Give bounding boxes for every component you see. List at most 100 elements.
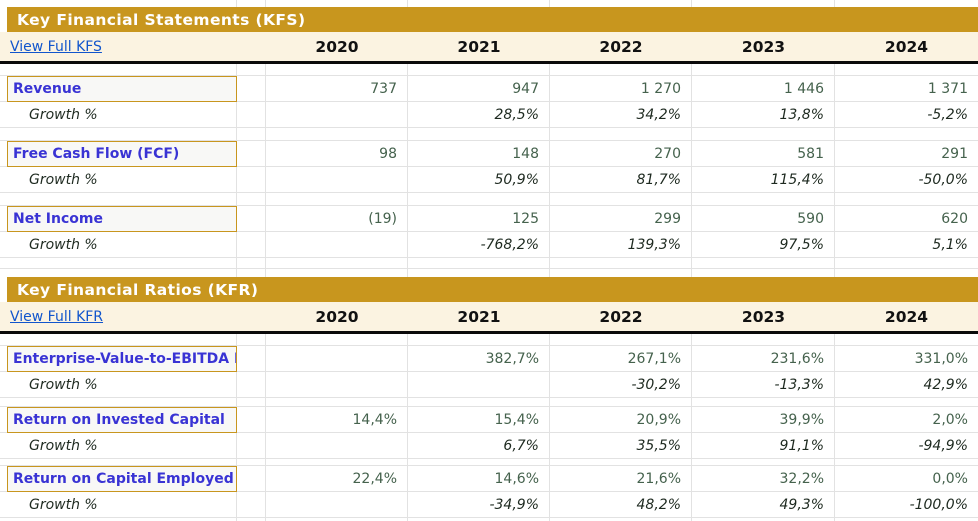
growth-value-cell[interactable]: [266, 372, 408, 398]
value-cell[interactable]: 231,6%: [692, 346, 835, 372]
growth-value-cell[interactable]: -13,3%: [692, 372, 835, 398]
growth-value-cell[interactable]: 42,9%: [835, 372, 978, 398]
spacer-cell: [237, 492, 266, 518]
metric-row-roce: Return on Capital Employed 22,4% 14,6% 2…: [0, 466, 978, 492]
growth-value-cell[interactable]: [266, 433, 408, 459]
spacer-cell: [266, 459, 408, 466]
metric-label-cell[interactable]: Free Cash Flow (FCF): [7, 141, 237, 167]
year-header-cell[interactable]: 2022: [550, 32, 692, 61]
spacer-cell: [7, 334, 237, 346]
value-cell[interactable]: [266, 346, 408, 372]
growth-value-cell[interactable]: 6,7%: [408, 433, 550, 459]
year-header-cell[interactable]: 2020: [266, 32, 408, 61]
year-header-cell[interactable]: 2024: [835, 302, 978, 331]
year-header-cell[interactable]: 2021: [408, 32, 550, 61]
growth-value-cell[interactable]: [266, 167, 408, 193]
growth-label[interactable]: Growth %: [7, 232, 237, 258]
growth-value-cell[interactable]: 97,5%: [692, 232, 835, 258]
year-header-cell[interactable]: 2024: [835, 32, 978, 61]
value-cell[interactable]: 22,4%: [266, 466, 408, 492]
growth-value-cell[interactable]: 48,2%: [550, 492, 692, 518]
growth-label[interactable]: Growth %: [7, 492, 237, 518]
year-header-cell[interactable]: 2021: [408, 302, 550, 331]
growth-label[interactable]: Growth %: [7, 167, 237, 193]
value-cell[interactable]: 21,6%: [550, 466, 692, 492]
growth-value-cell[interactable]: [266, 492, 408, 518]
growth-value-cell[interactable]: 50,9%: [408, 167, 550, 193]
value-cell[interactable]: 39,9%: [692, 407, 835, 433]
grid-filler-cell: [692, 518, 835, 521]
year-header-cell[interactable]: 2023: [692, 302, 835, 331]
year-header-cell[interactable]: 2020: [266, 302, 408, 331]
value-cell[interactable]: 947: [408, 76, 550, 102]
value-cell[interactable]: 590: [692, 206, 835, 232]
growth-value-cell[interactable]: 34,2%: [550, 102, 692, 128]
spacer-cell: [692, 258, 835, 269]
growth-value-cell[interactable]: [266, 232, 408, 258]
growth-value-cell[interactable]: 91,1%: [692, 433, 835, 459]
value-cell[interactable]: 1 446: [692, 76, 835, 102]
value-cell[interactable]: 14,4%: [266, 407, 408, 433]
growth-value-cell[interactable]: [266, 102, 408, 128]
metric-row-roic: Return on Invested Capital 14,4% 15,4% 2…: [0, 407, 978, 433]
year-header-cell[interactable]: 2023: [692, 32, 835, 61]
growth-value-cell[interactable]: 49,3%: [692, 492, 835, 518]
value-cell[interactable]: 581: [692, 141, 835, 167]
growth-value-cell[interactable]: -94,9%: [835, 433, 978, 459]
value-cell[interactable]: 270: [550, 141, 692, 167]
value-cell[interactable]: 148: [408, 141, 550, 167]
gutter-cell: [0, 433, 7, 459]
metric-label-cell[interactable]: Net Income: [7, 206, 237, 232]
spacer-cell: [408, 193, 550, 206]
value-cell[interactable]: 382,7%: [408, 346, 550, 372]
value-cell[interactable]: 2,0%: [835, 407, 978, 433]
growth-value-cell[interactable]: -34,9%: [408, 492, 550, 518]
value-cell[interactable]: 0,0%: [835, 466, 978, 492]
metric-label-cell[interactable]: Revenue: [7, 76, 237, 102]
grid-filler-cell: [408, 0, 550, 7]
growth-value-cell[interactable]: -50,0%: [835, 167, 978, 193]
value-cell[interactable]: 331,0%: [835, 346, 978, 372]
growth-value-cell[interactable]: [408, 372, 550, 398]
growth-label[interactable]: Growth %: [7, 372, 237, 398]
value-cell[interactable]: 1 270: [550, 76, 692, 102]
value-cell[interactable]: 620: [835, 206, 978, 232]
growth-value-cell[interactable]: 35,5%: [550, 433, 692, 459]
metric-label-cell[interactable]: Return on Invested Capital: [7, 407, 237, 433]
grid-filler-cell: [835, 0, 978, 7]
metric-label-cell[interactable]: Return on Capital Employed: [7, 466, 237, 492]
value-cell[interactable]: 125: [408, 206, 550, 232]
growth-value-cell[interactable]: -5,2%: [835, 102, 978, 128]
growth-value-cell[interactable]: 81,7%: [550, 167, 692, 193]
year-header-cell[interactable]: 2022: [550, 302, 692, 331]
value-cell[interactable]: 15,4%: [408, 407, 550, 433]
spacer-cell: [550, 459, 692, 466]
metric-label-cell[interactable]: Enterprise-Value-to-EBITDA Ratio: [7, 346, 237, 372]
value-cell[interactable]: 14,6%: [408, 466, 550, 492]
value-cell[interactable]: (19): [266, 206, 408, 232]
value-cell[interactable]: 299: [550, 206, 692, 232]
growth-row-ev-ebitda: Growth % -30,2% -13,3% 42,9%: [0, 372, 978, 398]
view-full-kfr-link[interactable]: View Full KFR: [10, 308, 104, 325]
growth-value-cell[interactable]: -30,2%: [550, 372, 692, 398]
value-cell[interactable]: 1 371: [835, 76, 978, 102]
value-cell[interactable]: 20,9%: [550, 407, 692, 433]
growth-value-cell[interactable]: 115,4%: [692, 167, 835, 193]
value-cell[interactable]: 267,1%: [550, 346, 692, 372]
growth-value-cell[interactable]: 28,5%: [408, 102, 550, 128]
value-cell[interactable]: 737: [266, 76, 408, 102]
growth-value-cell[interactable]: -100,0%: [835, 492, 978, 518]
spacer-cell: [237, 167, 266, 193]
spacer-cell: [7, 128, 237, 141]
value-cell[interactable]: 291: [835, 141, 978, 167]
growth-value-cell[interactable]: 5,1%: [835, 232, 978, 258]
growth-value-cell[interactable]: -768,2%: [408, 232, 550, 258]
growth-label[interactable]: Growth %: [7, 102, 237, 128]
growth-value-cell[interactable]: 13,8%: [692, 102, 835, 128]
growth-value-cell[interactable]: 139,3%: [550, 232, 692, 258]
view-full-kfs-link[interactable]: View Full KFS: [10, 38, 102, 55]
value-cell[interactable]: 32,2%: [692, 466, 835, 492]
value-cell[interactable]: 98: [266, 141, 408, 167]
spacer-cell: [692, 64, 835, 76]
growth-label[interactable]: Growth %: [7, 433, 237, 459]
